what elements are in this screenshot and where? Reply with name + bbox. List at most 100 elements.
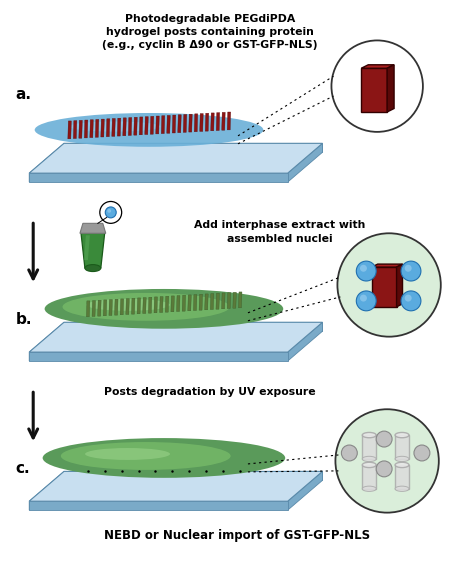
Polygon shape xyxy=(176,296,180,311)
Text: NEBD or Nuclear import of GST-GFP-NLS: NEBD or Nuclear import of GST-GFP-NLS xyxy=(104,529,370,542)
Polygon shape xyxy=(211,113,214,131)
Polygon shape xyxy=(183,115,187,133)
Polygon shape xyxy=(362,435,376,459)
Polygon shape xyxy=(29,352,288,361)
Text: c.: c. xyxy=(15,461,30,477)
Text: Posts degradation by UV exposure: Posts degradation by UV exposure xyxy=(104,387,316,397)
Polygon shape xyxy=(115,299,118,315)
Polygon shape xyxy=(222,112,225,130)
Circle shape xyxy=(405,294,412,302)
Circle shape xyxy=(356,291,376,311)
Ellipse shape xyxy=(45,289,283,329)
Polygon shape xyxy=(205,294,208,310)
Ellipse shape xyxy=(395,432,409,438)
Polygon shape xyxy=(29,501,288,510)
Ellipse shape xyxy=(362,486,376,491)
Polygon shape xyxy=(188,295,191,311)
Polygon shape xyxy=(103,300,107,316)
Polygon shape xyxy=(161,116,165,134)
Polygon shape xyxy=(106,119,110,137)
Polygon shape xyxy=(199,294,202,310)
Text: Photodegradable PEGdiPDA
hydrogel posts containing protein
(e.g., cyclin B Δ90 o: Photodegradable PEGdiPDA hydrogel posts … xyxy=(102,13,318,50)
Ellipse shape xyxy=(362,432,376,438)
Ellipse shape xyxy=(69,121,161,132)
Polygon shape xyxy=(165,296,169,312)
Polygon shape xyxy=(288,472,322,510)
Polygon shape xyxy=(160,297,163,312)
Ellipse shape xyxy=(35,113,264,147)
Polygon shape xyxy=(64,143,322,152)
Circle shape xyxy=(401,261,421,281)
Polygon shape xyxy=(84,120,88,138)
Polygon shape xyxy=(29,472,64,510)
Polygon shape xyxy=(98,300,101,316)
Polygon shape xyxy=(361,68,387,112)
Ellipse shape xyxy=(362,456,376,461)
Text: b.: b. xyxy=(15,312,32,327)
Polygon shape xyxy=(131,298,135,314)
Ellipse shape xyxy=(85,265,101,271)
Circle shape xyxy=(336,409,439,513)
Polygon shape xyxy=(362,465,376,489)
Circle shape xyxy=(414,445,430,461)
Polygon shape xyxy=(145,117,148,134)
Circle shape xyxy=(331,40,423,132)
Polygon shape xyxy=(29,173,288,182)
Polygon shape xyxy=(95,119,99,137)
Polygon shape xyxy=(81,232,105,268)
Polygon shape xyxy=(86,301,90,317)
Circle shape xyxy=(405,265,412,272)
Polygon shape xyxy=(395,435,409,459)
Circle shape xyxy=(100,201,122,223)
Polygon shape xyxy=(238,292,242,308)
Polygon shape xyxy=(395,465,409,489)
Polygon shape xyxy=(172,115,176,133)
Polygon shape xyxy=(227,112,231,130)
Polygon shape xyxy=(29,322,322,352)
Polygon shape xyxy=(194,114,198,132)
Polygon shape xyxy=(221,293,225,309)
Polygon shape xyxy=(227,293,231,309)
Polygon shape xyxy=(154,297,157,313)
Polygon shape xyxy=(205,113,209,131)
Ellipse shape xyxy=(61,442,231,470)
Ellipse shape xyxy=(86,299,170,311)
Ellipse shape xyxy=(395,463,409,468)
Circle shape xyxy=(376,431,392,447)
Polygon shape xyxy=(143,297,146,314)
Polygon shape xyxy=(84,235,90,260)
Polygon shape xyxy=(90,120,93,138)
Polygon shape xyxy=(29,143,322,173)
Text: a.: a. xyxy=(15,87,31,102)
Polygon shape xyxy=(148,297,152,313)
Circle shape xyxy=(376,461,392,477)
Polygon shape xyxy=(128,117,132,135)
Polygon shape xyxy=(210,293,214,310)
Polygon shape xyxy=(117,118,121,136)
Circle shape xyxy=(107,209,111,213)
Polygon shape xyxy=(216,293,219,309)
Ellipse shape xyxy=(63,293,229,321)
Polygon shape xyxy=(361,65,394,68)
Polygon shape xyxy=(68,121,71,139)
Text: Add interphase extract with
assembled nuclei: Add interphase extract with assembled nu… xyxy=(194,220,365,243)
Polygon shape xyxy=(288,322,322,361)
Ellipse shape xyxy=(43,438,285,478)
Circle shape xyxy=(401,291,421,311)
Circle shape xyxy=(360,294,367,302)
Polygon shape xyxy=(80,223,106,233)
Polygon shape xyxy=(120,299,124,315)
Polygon shape xyxy=(137,298,141,314)
Ellipse shape xyxy=(395,456,409,461)
Polygon shape xyxy=(101,119,104,137)
Polygon shape xyxy=(182,295,186,311)
Circle shape xyxy=(360,265,367,272)
Polygon shape xyxy=(123,118,126,136)
Polygon shape xyxy=(134,117,137,135)
Polygon shape xyxy=(92,301,95,316)
Polygon shape xyxy=(150,116,154,134)
Ellipse shape xyxy=(395,486,409,491)
Polygon shape xyxy=(233,292,237,308)
Polygon shape xyxy=(167,115,170,133)
Polygon shape xyxy=(200,114,203,132)
